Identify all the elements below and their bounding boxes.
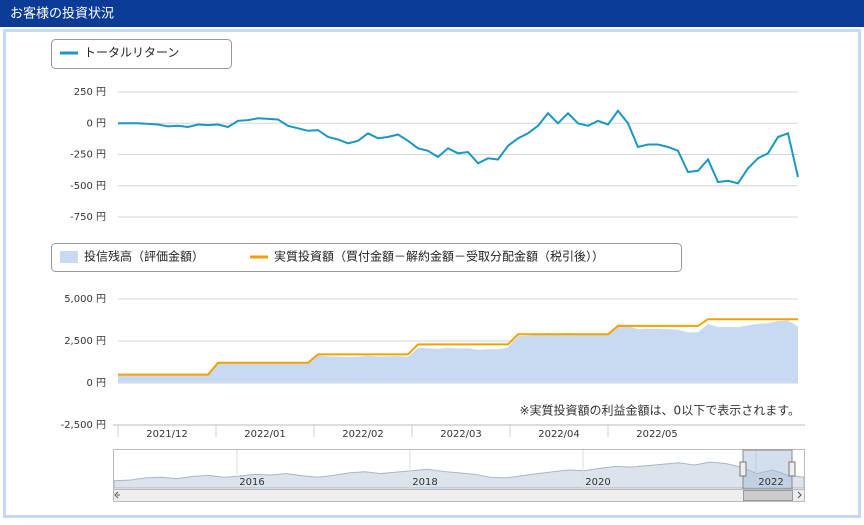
line-series (118, 318, 798, 376)
y-tick-label: 0 円 (86, 378, 106, 389)
y-tick-label: -500 円 (70, 181, 106, 192)
header-bar (0, 0, 864, 27)
x-tick-label: 2021/12 (146, 429, 188, 440)
navigator-handle[interactable] (788, 461, 796, 477)
navigator-handle[interactable] (739, 461, 747, 477)
y-tick-label: 0 円 (86, 118, 106, 129)
y-tick-label: 250 円 (74, 87, 106, 98)
y-tick-label: 2,500 円 (64, 336, 106, 347)
y-tick-label: -750 円 (70, 212, 106, 223)
legend-label: 投信残高（評価金額） (84, 249, 204, 264)
legend-swatch (60, 251, 78, 263)
navigator-label: 2022 (758, 477, 783, 488)
scroll-left[interactable] (114, 491, 120, 499)
annotation: ※実質投資額の利益金額は、0以下で表示されます。 (520, 403, 801, 418)
navigator-label: 2018 (412, 477, 437, 488)
x-tick-label: 2022/03 (440, 429, 482, 440)
scrollbar-thumb[interactable] (743, 490, 793, 501)
y-tick-label: 5,000 円 (64, 294, 106, 305)
legend-box (51, 243, 682, 272)
navigator-selection[interactable] (742, 449, 793, 490)
scrollbar-track[interactable] (113, 489, 805, 502)
x-tick-label: 2022/05 (636, 429, 678, 440)
scroll-right[interactable] (797, 491, 802, 499)
panel-title: お客様の投資状況 (10, 6, 114, 22)
legend-label: トータルリターン (84, 46, 179, 60)
navigator-label: 2016 (239, 477, 264, 488)
legend-label: 実質投資額（買付金額－解約金額－受取分配金額（税引後）） (274, 249, 604, 264)
line-series (118, 109, 799, 185)
navigator-label: 2020 (585, 477, 610, 488)
x-tick-label: 2022/01 (244, 429, 286, 440)
area-series (118, 320, 798, 383)
legend-box (51, 39, 232, 69)
y-tick-label: -2,500 円 (61, 420, 106, 431)
panel-frame (3, 29, 861, 518)
x-tick-label: 2022/04 (538, 429, 580, 440)
y-tick-label: -250 円 (70, 150, 106, 161)
x-tick-label: 2022/02 (342, 429, 384, 440)
